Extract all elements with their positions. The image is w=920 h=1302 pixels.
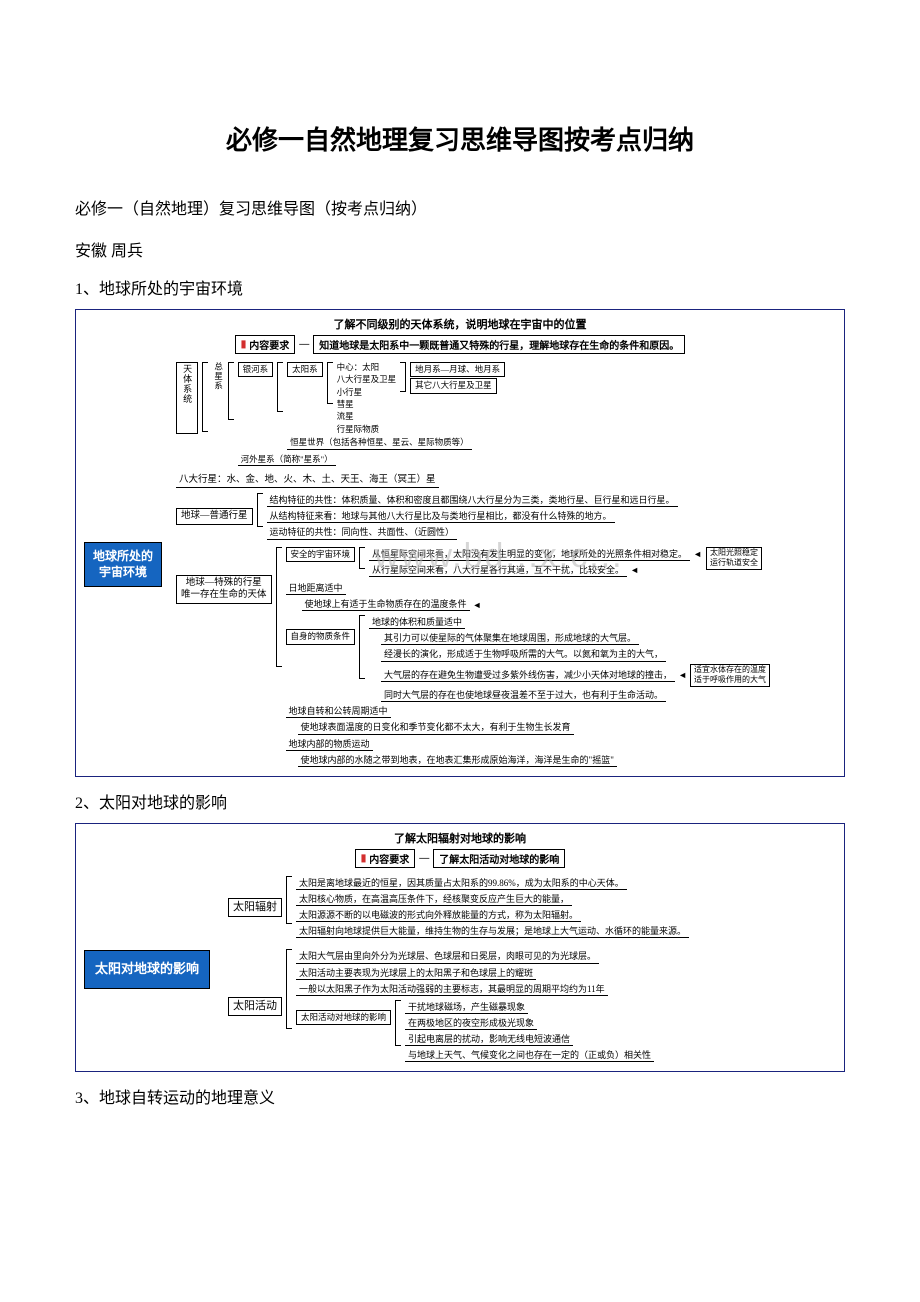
d1-b2-t2: 从结构特征来看：地球与其他八大行星比及与类地行星相比，都没有什么特殊的地方。 (267, 510, 615, 523)
d1-mass: 地球的体积和质量适中 (369, 616, 465, 629)
d1-requirement-row: ▮ 内容要求 — 知道地球是太阳系中一颗既普通又特殊的行星，理解地球存在生命的条… (84, 335, 836, 354)
d1-sunsys: 太阳系 (287, 362, 323, 377)
d1-v1: 总星系 (212, 362, 223, 391)
subtitle: 必修一（自然地理）复习思维导图（按考点归纳） (75, 197, 845, 223)
d1-header-1: 了解不同级别的天体系统，说明地球在宇宙中的位置 (84, 316, 836, 332)
d1-root-node: 地球所处的 宇宙环境 (84, 542, 162, 587)
flag-icon: ▮ (241, 339, 247, 350)
d1-mass2: 经漫长的演化，形成适于生物呼吸所需的大气。以氮和氧为主的大气， (381, 648, 666, 661)
d1-stardust: 行星际物质 (337, 424, 380, 435)
d2-b1-t4: 太阳辐射向地球提供巨大能量，维持生物的生存与发展；是地球上大气运动、水循环的能量… (296, 925, 689, 938)
req-label: 内容要求 (369, 851, 409, 866)
d2-b2-t3: 一般以太阳黑子作为太阳活动强弱的主要标志，其最明显的周期平均约为11年 (296, 983, 608, 996)
d2-b2-e2: 在两极地区的夜空形成极光现象 (405, 1017, 537, 1030)
diagram-1: 了解不同级别的天体系统，说明地球在宇宙中的位置 ▮ 内容要求 — 知道地球是太阳… (75, 309, 845, 777)
d2-b1-label: 太阳辐射 (228, 898, 282, 917)
diagram-2: 了解太阳辐射对地球的影响 ▮ 内容要求 — 了解太阳活动对地球的影响 太阳对地球… (75, 823, 845, 1073)
d2-header-2: 了解太阳活动对地球的影响 (433, 849, 565, 868)
arrow-icon: ◄ (678, 669, 687, 681)
req-label: 内容要求 (249, 337, 289, 352)
arrow-icon: ◄ (630, 564, 639, 576)
d1-safe: 安全的宇宙环境 (286, 547, 356, 562)
d1-earthmoon: 地月系—月球、地月系 (410, 362, 505, 377)
d2-b1-t1: 太阳是离地球最近的恒星，因其质量占太阳系的99.86%，成为太阳系的中心天体。 (296, 877, 627, 890)
d1-tag1: 太阳光照稳定 运行轨道安全 (706, 547, 762, 571)
req-label-box: ▮ 内容要求 (355, 849, 416, 868)
d1-suncenter: 中心：太阳 (337, 362, 380, 373)
arrow-icon: ◄ (693, 548, 702, 560)
d1-dist1: 使地球上有适于生命物质存在的温度条件 (302, 598, 470, 611)
d2-b1-t3: 太阳源源不断的以电磁波的形式向外释放能量的方式，称为太阳辐射。 (296, 909, 581, 922)
d1-extra: 河外星系（简称"星系"） (238, 454, 336, 466)
d1-self: 自身的物质条件 (286, 629, 356, 644)
page-title: 必修一自然地理复习思维导图按考点归纳 (75, 120, 845, 157)
d2-b2-label: 太阳活动 (228, 997, 282, 1016)
d1-rot: 地球自转和公转周期适中 (286, 705, 391, 718)
d2-b2-e1: 干扰地球磁场，产生磁暴现象 (405, 1001, 528, 1014)
flag-icon: ▮ (361, 853, 367, 864)
d2-b2-e4: 与地球上天气、气候变化之间也存在一定的（正或负）相关性 (405, 1049, 654, 1062)
d1-b3-label: 地球—特殊的行星 唯一存在生命的天体 (176, 575, 272, 605)
d1-galaxy: 银河系 (238, 362, 274, 377)
d1-safe1: 从恒星际空间来看，太阳没有发生明显的变化，地球所处的光照条件相对稳定。 (369, 548, 690, 561)
d2-requirement-row: ▮ 内容要求 — 了解太阳活动对地球的影响 (84, 849, 836, 868)
d1-others: 其它八大行星及卫星 (410, 378, 497, 393)
d1-eight: 八大行星：水、金、地、火、木、土、天王、海王（冥王）星 (176, 474, 439, 488)
d1-clouds: 恒星世界（包括各种恒星、星云、星际物质等） (287, 437, 472, 449)
req-dash: — (419, 853, 429, 864)
d1-mass4: 同时大气层的存在也使地球昼夜温差不至于过大，也有利于生命活动。 (381, 689, 666, 702)
d1-int1: 使地球内部的水随之带到地表，在地表汇集形成原始海洋，海洋是生命的"摇篮" (298, 754, 617, 767)
d1-mass1: 其引力可以使星际的气体聚集在地球周围，形成地球的大气层。 (381, 632, 639, 645)
d2-root-node: 太阳对地球的影响 (84, 950, 210, 989)
d1-comet: 彗星 (337, 399, 354, 410)
author-line: 安徽 周兵 (75, 237, 845, 261)
d1-mass3: 大气层的存在避免生物遭受过多紫外线伤害，减少小天体对地球的撞击， (381, 669, 675, 682)
d1-planets8: 八大行星及卫星 (337, 374, 397, 385)
section-1-heading: 1、地球所处的宇宙环境 (75, 275, 845, 299)
d1-b2-t3: 运动特征的共性：同向性、共面性、（近圆性） (267, 526, 458, 539)
d1-tag2: 适宜水体存在的温度 适于呼吸作用的大气 (690, 664, 770, 688)
section-2-heading: 2、太阳对地球的影响 (75, 789, 845, 813)
d1-int: 地球内部的物质运动 (286, 738, 373, 751)
d1-meteor: 流星 (337, 411, 354, 422)
d1-header-2: 知道地球是太阳系中一颗既普通又特殊的行星，理解地球存在生命的条件和原因。 (313, 335, 685, 354)
d2-header-1: 了解太阳辐射对地球的影响 (84, 830, 836, 846)
d1-dist: 日地距离适中 (286, 582, 346, 595)
d2-b2-t1: 太阳大气层由里向外分为光球层、色球层和日冕层，肉眼可见的为光球层。 (296, 950, 599, 963)
d1-b1-label: 天体系统 (176, 362, 198, 434)
req-dash: — (299, 339, 309, 350)
section-3-heading: 3、地球自转运动的地理意义 (75, 1084, 845, 1108)
d1-b2-label: 地球—普通行星 (176, 508, 253, 525)
d2-b2-sublabel: 太阳活动对地球的影响 (296, 1010, 391, 1025)
req-label-box: ▮ 内容要求 (235, 335, 296, 354)
arrow-icon: ◄ (473, 599, 482, 611)
d2-b2-e3: 引起电离层的扰动，影响无线电短波通信 (405, 1033, 573, 1046)
d2-b2-t2: 太阳活动主要表现为光球层上的太阳黑子和色球层上的耀斑 (296, 967, 536, 980)
d1-b2-t1: 结构特征的共性：体积质量、体积和密度且都围绕八大行星分为三类，类地行星、巨行星和… (267, 494, 678, 507)
d1-safe2: 从行星际空间来看，八大行星各行其道，互不干扰，比较安全。 (369, 564, 627, 577)
d1-rot1: 使地球表面温度的日变化和季节变化都不太大，有利于生物生长发育 (298, 721, 574, 734)
d1-asteroid: 小行星 (337, 387, 363, 398)
d2-b1-t2: 太阳核心物质，在高温高压条件下，经核聚变反应产生巨大的能量， (296, 893, 572, 906)
